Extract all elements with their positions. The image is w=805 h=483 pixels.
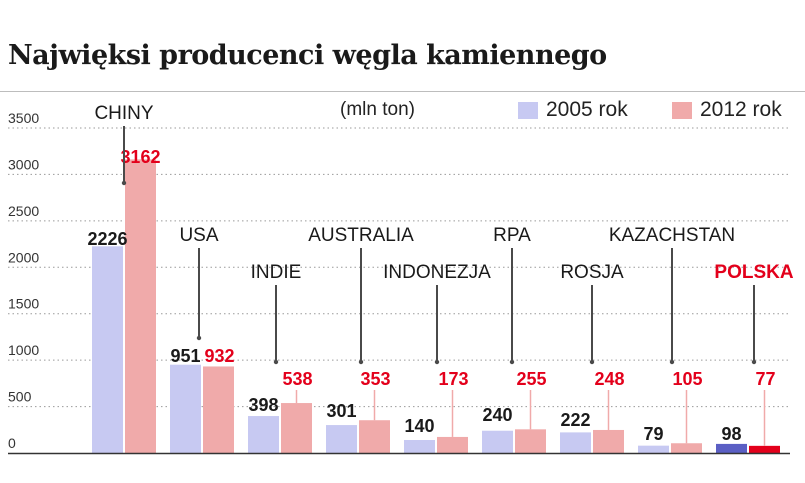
bar-2005-indie	[248, 416, 279, 453]
leader-dot-polska	[751, 359, 757, 365]
leader-dot-australia	[358, 359, 364, 365]
bar-2005-indonezja	[404, 440, 435, 453]
bar-2005-rosja	[560, 432, 591, 453]
leader-dot-rpa	[509, 359, 515, 365]
value-label-2012-kazachstan: 105	[672, 369, 702, 389]
category-label-kazachstan: KAZACHSTAN	[609, 225, 735, 246]
bar-2012-indonezja	[437, 436, 468, 453]
category-label-australia: AUSTRALIA	[308, 225, 414, 246]
title-divider	[0, 91, 805, 92]
leader-dot-indonezja	[434, 359, 440, 365]
value-label-2012-chiny: 3162	[120, 147, 160, 167]
leader-dot-kazachstan	[669, 359, 675, 365]
category-label-chiny: CHINY	[94, 103, 153, 124]
legend-label-2012: 2012 rok	[700, 98, 782, 121]
category-label-polska: POLSKA	[714, 262, 793, 283]
y-tick-label-2000: 2000	[8, 249, 39, 265]
value-label-2012-rpa: 255	[516, 369, 546, 389]
bar-2012-usa	[203, 366, 234, 453]
category-label-indie: INDIE	[251, 262, 302, 283]
y-tick-label-0: 0	[8, 435, 16, 451]
value-label-2005-australia: 301	[326, 401, 356, 421]
value-label-2012-polska: 77	[755, 369, 775, 389]
y-tick-label-500: 500	[8, 389, 32, 405]
bar-2005-chiny	[92, 246, 123, 453]
bar-2005-kazachstan	[638, 445, 669, 453]
category-label-usa: USA	[179, 225, 218, 246]
value-label-2005-chiny: 2226	[87, 229, 127, 249]
bar-2005-polska	[716, 443, 747, 453]
y-tick-label-3000: 3000	[8, 156, 39, 172]
bar-2005-australia	[326, 425, 357, 453]
legend-swatch-2005	[518, 102, 538, 119]
value-label-2012-australia: 353	[360, 369, 390, 389]
bar-2012-polska	[749, 445, 780, 453]
y-tick-label-1000: 1000	[8, 342, 39, 358]
bar-2012-rpa	[515, 429, 546, 453]
bar-2012-rosja	[593, 429, 624, 453]
value-label-2005-usa: 951	[170, 346, 200, 366]
value-label-2005-rosja: 222	[560, 410, 590, 430]
leader-dot-indie	[273, 359, 279, 365]
value-label-2012-indie: 538	[282, 369, 312, 389]
leader-dot-usa	[196, 335, 202, 341]
chart-title: Najwięksi producenci węgla kamiennego	[8, 40, 607, 71]
value-label-2005-indonezja: 140	[404, 416, 434, 436]
y-tick-label-2500: 2500	[8, 203, 39, 219]
category-label-rpa: RPA	[493, 225, 531, 246]
leader-dot-chiny	[121, 180, 127, 186]
bar-2012-australia	[359, 420, 390, 453]
value-label-2012-usa: 932	[204, 346, 234, 366]
value-label-2005-rpa: 240	[482, 405, 512, 425]
value-label-2005-indie: 398	[248, 395, 278, 415]
unit-label: (mln ton)	[340, 99, 415, 120]
category-label-rosja: ROSJA	[560, 262, 624, 283]
bar-2005-rpa	[482, 430, 513, 453]
legend-swatch-2012	[672, 102, 692, 119]
category-label-indonezja: INDONEZJA	[383, 262, 491, 283]
y-tick-label-3500: 3500	[8, 110, 39, 126]
leader-dot-rosja	[589, 359, 595, 365]
bar-2012-chiny	[125, 159, 156, 453]
y-tick-label-1500: 1500	[8, 296, 39, 312]
bar-2012-indie	[281, 403, 312, 453]
value-label-2012-rosja: 248	[594, 369, 624, 389]
value-label-2005-polska: 98	[721, 424, 741, 444]
value-label-2005-kazachstan: 79	[643, 424, 663, 444]
bar-2012-kazachstan	[671, 443, 702, 453]
bar-2005-usa	[170, 364, 201, 453]
legend-label-2005: 2005 rok	[546, 98, 628, 121]
value-label-2012-indonezja: 173	[438, 369, 468, 389]
